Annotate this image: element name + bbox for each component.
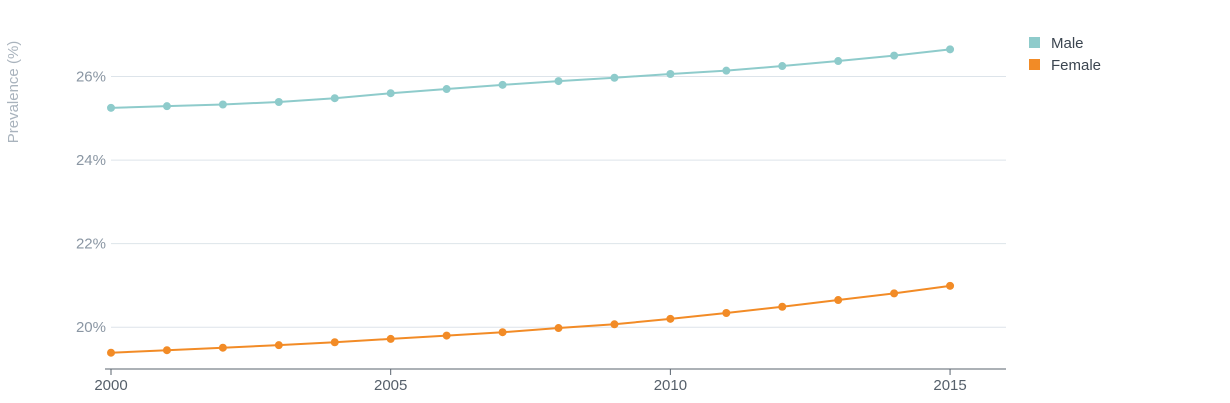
data-point-male-2015 [946,45,955,54]
x-tick-label-2000: 2000 [94,377,127,394]
x-tick-labels: 2000 2005 2010 2015 [94,369,967,394]
x-tick-label-2010: 2010 [654,377,687,394]
data-point-female-2001 [162,346,171,355]
data-point-male-2014 [890,51,899,60]
y-tick-label-20: 20% [76,319,106,336]
data-point-male-2007 [498,80,507,89]
y-tick-labels: 20% 22% 24% 26% [76,69,106,337]
data-point-female-2003 [274,341,283,350]
data-point-male-2000 [107,103,115,112]
data-point-male-2008 [554,77,563,86]
series-line-female [110,284,951,354]
data-point-male-2003 [274,97,283,106]
x-tick-label-2015: 2015 [933,377,966,394]
data-point-female-2000 [107,348,115,357]
data-point-female-2004 [330,338,339,347]
data-point-female-2010 [666,314,675,323]
series-male [107,45,955,112]
legend: Male Female [1029,35,1101,74]
data-point-female-2013 [834,296,843,305]
data-point-female-2005 [386,334,395,343]
data-point-male-2012 [778,62,787,71]
data-point-female-2008 [554,324,563,333]
y-axis-title: Prevalence (%) [5,41,22,144]
data-point-female-2009 [610,320,619,329]
data-point-male-2002 [218,100,227,109]
legend-item-female: Female [1029,57,1101,74]
data-point-male-2009 [610,73,619,82]
data-point-male-2001 [162,102,171,111]
grid-lines [111,76,1006,328]
x-tick-label-2005: 2005 [374,377,407,394]
legend-label-female: Female [1051,57,1101,74]
data-point-female-2006 [442,331,451,340]
data-point-female-2011 [722,309,731,318]
data-point-male-2006 [442,85,451,94]
legend-item-male: Male [1029,35,1084,52]
data-point-female-2012 [778,302,787,311]
data-point-male-2010 [666,69,675,78]
series-group [107,45,955,357]
data-point-male-2005 [386,89,395,98]
series-line-male [110,48,951,109]
data-point-female-2007 [498,328,507,337]
legend-swatch-female [1029,59,1040,70]
data-point-male-2011 [722,66,731,75]
legend-label-male: Male [1051,35,1084,52]
legend-swatch-male [1029,37,1040,48]
data-point-female-2014 [890,289,899,298]
y-tick-label-22: 22% [76,236,106,253]
y-tick-label-26: 26% [76,69,106,86]
data-point-male-2004 [330,94,339,103]
y-tick-label-24: 24% [76,152,106,169]
data-point-female-2015 [946,281,955,290]
series-female [107,281,955,357]
data-point-male-2013 [834,57,843,66]
data-point-female-2002 [218,343,227,352]
